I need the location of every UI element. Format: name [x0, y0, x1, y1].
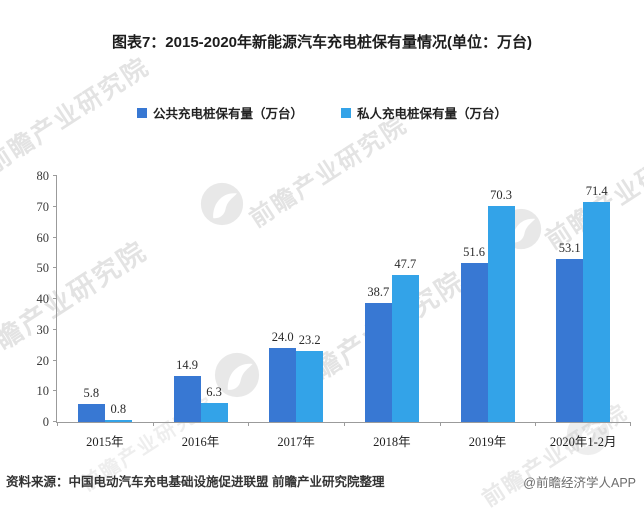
- bar-value-label: 70.3: [490, 187, 512, 202]
- y-axis-tick-label: 30: [36, 322, 50, 337]
- bar-private: [296, 350, 324, 422]
- y-axis-tick-label: 80: [36, 169, 50, 183]
- y-axis-tick-mark: [53, 205, 57, 207]
- bar-slot-private: 47.7: [391, 257, 419, 422]
- y-axis-tick-mark: [53, 298, 57, 299]
- y-axis-tick-label: 70: [36, 199, 50, 214]
- bar-private: [391, 275, 419, 422]
- bar-slot-private: 71.4: [583, 184, 611, 422]
- bar-public: [556, 258, 584, 422]
- x-axis-tick-mark: [535, 422, 537, 426]
- bar-slot-public: 5.8: [77, 386, 105, 422]
- x-axis-tick-mark: [152, 422, 154, 426]
- bar-private: [583, 202, 611, 422]
- bar-group: 14.9 6.3: [153, 176, 249, 422]
- bar-slot-private: 23.2: [296, 333, 324, 422]
- bar-public: [173, 376, 201, 422]
- bar-value-label: 14.9: [176, 358, 198, 373]
- x-axis-category-label: 2016年: [181, 435, 220, 449]
- bar-value-label: 0.8: [110, 401, 127, 416]
- bar-group: 38.7 47.7: [344, 176, 440, 422]
- source-note: 资料来源：中国电动汽车充电基础设施促进联盟 前瞻产业研究院整理: [6, 475, 385, 489]
- bar-group: 53.1 71.4: [535, 176, 631, 422]
- bar-value-label: 24.0: [271, 330, 294, 345]
- bar-slot-public: 24.0: [269, 330, 297, 422]
- x-axis-labels: 2015年 2016年 2017年 2018年 2019年 2020年1-2月: [57, 431, 631, 450]
- x-axis-category-label: 2018年: [373, 435, 411, 449]
- credit-note: @前瞻经济学人APP: [523, 476, 636, 490]
- y-axis-tick-mark: [53, 236, 57, 238]
- legend-swatch-public-icon: [136, 107, 147, 118]
- legend-item-private: 私人充电桩保有量（万台）: [341, 103, 507, 122]
- y-axis-tick-mark: [53, 328, 57, 330]
- bar-public: [460, 263, 488, 422]
- bar-value-label: 71.4: [585, 184, 608, 199]
- y-axis-tick-mark: [53, 175, 57, 176]
- bar-value-label: 51.6: [463, 245, 485, 260]
- bar-public: [77, 404, 105, 422]
- chart-legend: 公共充电桩保有量（万台） 私人充电桩保有量（万台）: [0, 103, 644, 122]
- chart-title: 图表7：2015-2020年新能源汽车充电桩保有量情况(单位：万台): [111, 34, 533, 51]
- bar-slot-public: 51.6: [460, 245, 488, 422]
- x-axis-category-label: 2020年1-2月: [549, 435, 617, 449]
- legend-label-private: 私人充电桩保有量（万台）: [357, 107, 508, 121]
- bar-value-label: 23.2: [298, 332, 321, 347]
- y-axis-tick-label: 10: [36, 384, 50, 399]
- bar-slot-public: 53.1: [556, 241, 584, 422]
- bar-public: [364, 303, 392, 422]
- bar-private: [200, 402, 228, 422]
- y-axis-tick-mark: [53, 359, 57, 361]
- bar-slot-public: 38.7: [364, 285, 392, 422]
- bar-private: [104, 419, 132, 422]
- bar-value-label: 38.7: [367, 285, 390, 299]
- x-axis-category-label: 2019年: [468, 435, 507, 449]
- bar-value-label: 47.7: [394, 257, 417, 272]
- bar-value-label: 6.3: [206, 384, 222, 399]
- x-axis-tick-mark: [439, 422, 441, 426]
- y-axis-tick-label: 40: [36, 292, 50, 306]
- x-axis-category-label: 2015年: [86, 435, 124, 449]
- x-axis-tick-mark: [630, 422, 631, 426]
- bar-slot-private: 0.8: [104, 402, 132, 422]
- bar-value-label: 5.8: [83, 386, 100, 401]
- bar-group: 24.0 23.2: [248, 176, 344, 422]
- y-axis-tick-label: 60: [36, 230, 50, 245]
- legend-label-public: 公共充电桩保有量（万台）: [152, 107, 303, 121]
- bar-slot-private: 6.3: [200, 385, 228, 422]
- y-axis-tick-mark: [53, 421, 57, 422]
- bar-public: [269, 348, 297, 422]
- plot-area: 5.8 0.8 14.9 6.3 24.0 23.2 38.7 47.7 51.6 70.3 53.…: [37, 169, 631, 449]
- bar-group: 5.8 0.8: [57, 176, 153, 422]
- bar-value-label: 53.1: [558, 240, 581, 255]
- y-axis-tick-label: 50: [36, 261, 50, 276]
- bar-slot-public: 14.9: [173, 358, 201, 422]
- x-axis-category-label: 2017年: [277, 435, 315, 449]
- bar-slot-private: 70.3: [487, 188, 515, 422]
- x-axis-tick-mark: [248, 422, 250, 426]
- y-axis-tick-label: 0: [42, 415, 49, 429]
- legend-item-public: 公共充电桩保有量（万台）: [136, 103, 303, 122]
- bar-group: 51.6 70.3: [440, 176, 536, 422]
- y-axis-tick-mark: [53, 390, 57, 392]
- bar-groups: 5.8 0.8 14.9 6.3 24.0 23.2 38.7 47.7 51.6 70.3 53.…: [57, 176, 631, 422]
- x-axis-tick-mark: [57, 422, 58, 426]
- x-axis-tick-mark: [344, 422, 345, 426]
- y-axis-tick-mark: [53, 267, 57, 269]
- y-axis-tick-label: 20: [36, 353, 50, 368]
- legend-swatch-private-icon: [341, 107, 351, 118]
- bar-private: [487, 205, 515, 422]
